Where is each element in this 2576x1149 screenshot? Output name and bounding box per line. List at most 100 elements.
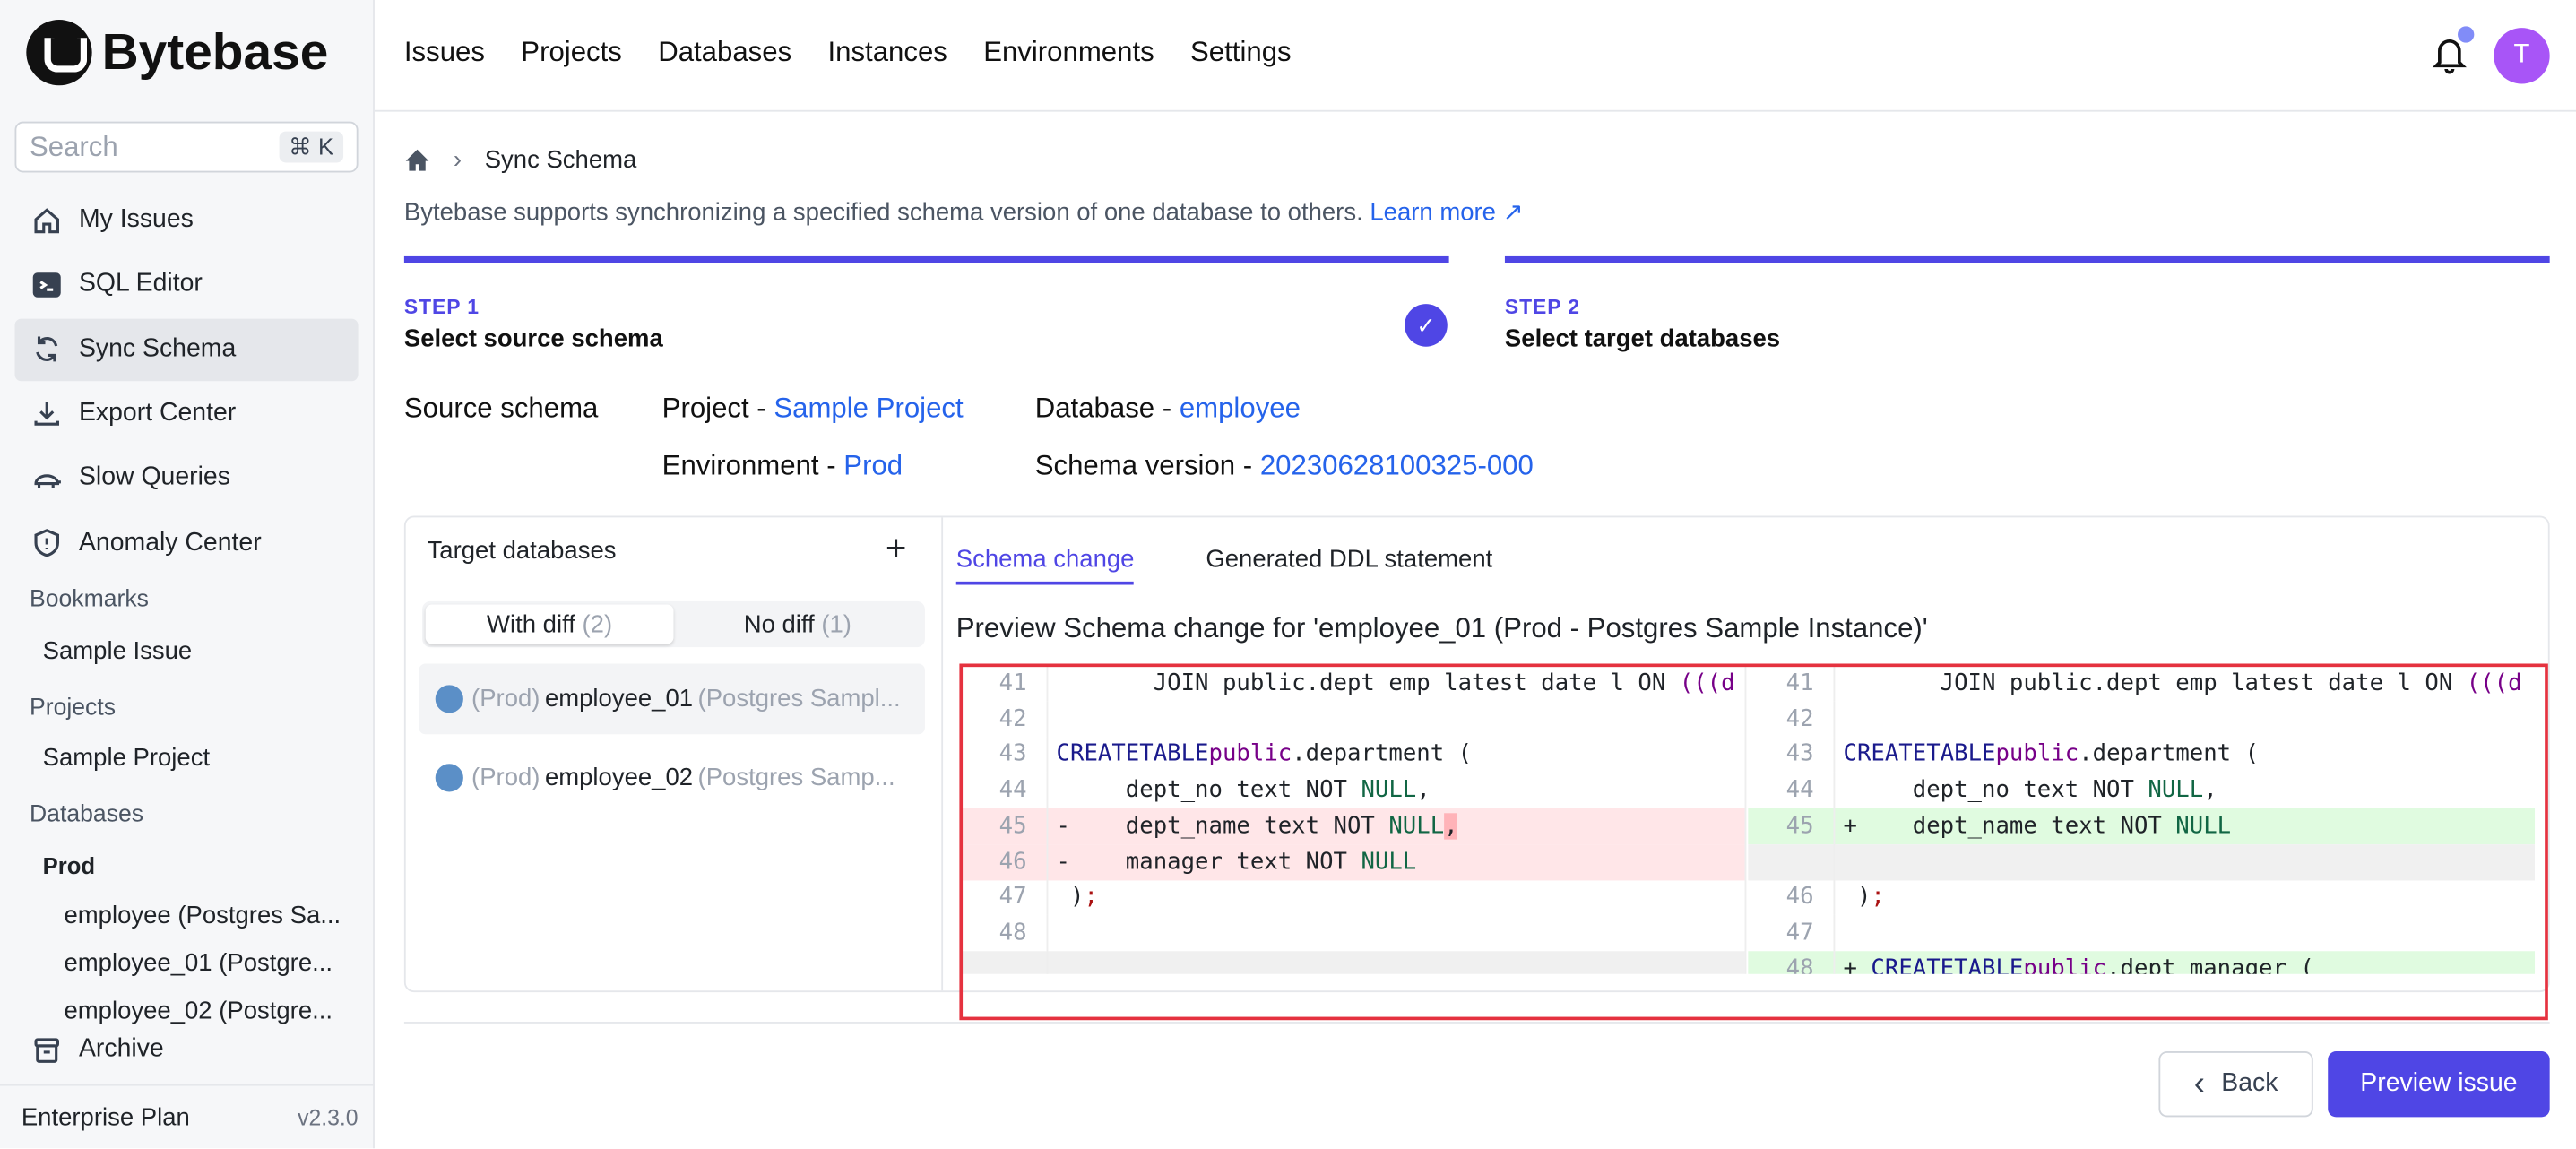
plan-label[interactable]: Enterprise Plan bbox=[21, 1102, 190, 1131]
bookmark-sample-issue[interactable]: Sample Issue bbox=[42, 637, 193, 666]
diff-line: 46 ); bbox=[1748, 879, 2535, 916]
sidebar-item-label: Slow Queries bbox=[78, 463, 230, 492]
databases-heading: Databases bbox=[29, 801, 144, 828]
home-icon bbox=[34, 207, 59, 233]
project-link[interactable]: Sample Project bbox=[774, 393, 964, 424]
tab-schema-change[interactable]: Schema change bbox=[955, 546, 1135, 585]
database-link[interactable]: employee bbox=[1179, 393, 1301, 424]
sidebar-item-sql-editor[interactable]: SQL Editor bbox=[14, 254, 358, 316]
line-number: 43 bbox=[1748, 737, 1836, 773]
code-text: JOIN public.dept_emp_latest_date l ON ((… bbox=[1056, 670, 1735, 696]
code-text: dept_no text NOT NULL, bbox=[1056, 777, 1431, 804]
schema-version-link[interactable]: 20230628100325-000 bbox=[1259, 450, 1534, 482]
line-number: 47 bbox=[1748, 915, 1836, 952]
step-title: Select source schema bbox=[403, 324, 663, 354]
check-icon: ✓ bbox=[1405, 304, 1448, 347]
nav-environments[interactable]: Environments bbox=[983, 36, 1154, 68]
plus-icon[interactable]: + bbox=[885, 527, 907, 569]
with-diff-tab[interactable]: With diff (2) bbox=[425, 604, 674, 644]
diff-line: 41 JOIN public.dept_emp_latest_date l ON… bbox=[961, 665, 1744, 702]
project-sample-project[interactable]: Sample Project bbox=[42, 744, 211, 773]
step1-progress bbox=[403, 255, 1449, 263]
plan-footer: Enterprise Plan v2.3.0 bbox=[0, 1084, 375, 1148]
logo[interactable]: Bytebase bbox=[26, 19, 329, 86]
learn-more-link[interactable]: Learn more ↗ bbox=[1370, 198, 1524, 227]
bell-icon[interactable] bbox=[2432, 34, 2468, 74]
env-prod: Prod bbox=[42, 852, 96, 879]
diff-line: 48 bbox=[961, 915, 1744, 952]
target-db-employee-01[interactable]: (Prod) employee_01 (Postgres Sampl... bbox=[419, 663, 925, 735]
brand-name: Bytebase bbox=[101, 22, 329, 81]
back-button[interactable]: ‹ Back bbox=[2158, 1051, 2313, 1118]
diff-line: 42 bbox=[961, 701, 1744, 738]
code-text: - manager text NOT NULL bbox=[1056, 848, 1417, 876]
sidebar-item-label: Archive bbox=[78, 1034, 164, 1063]
archive-icon bbox=[34, 1037, 59, 1062]
line-number: 45 bbox=[961, 808, 1049, 844]
line-number: 46 bbox=[961, 843, 1049, 880]
sidebar-item-label: Anomaly Center bbox=[78, 528, 262, 557]
version-label: v2.3.0 bbox=[298, 1104, 359, 1130]
nav-issues[interactable]: Issues bbox=[403, 36, 485, 68]
code-text: CREATE TABLE public .department ( bbox=[1056, 741, 1473, 768]
environment-link[interactable]: Prod bbox=[843, 450, 903, 482]
line-number: 43 bbox=[961, 737, 1049, 773]
source-database: Database - employee bbox=[1034, 393, 1301, 424]
search-shortcut: ⌘ K bbox=[279, 131, 344, 163]
target-db-employee-02[interactable]: (Prod) employee_02 (Postgres Samp... bbox=[419, 742, 925, 813]
sidebar-item-slow-queries[interactable]: Slow Queries bbox=[14, 447, 358, 510]
bytebase-logo-icon bbox=[26, 19, 92, 86]
sidebar-db-employee[interactable]: employee (Postgres Sa... bbox=[64, 902, 341, 930]
sidebar-item-export-center[interactable]: Export Center bbox=[14, 383, 358, 445]
divider bbox=[403, 1022, 2550, 1024]
line-number: 45 bbox=[1748, 808, 1836, 844]
sidebar-item-label: Sync Schema bbox=[78, 334, 237, 363]
sidebar-item-sync-schema[interactable]: Sync Schema bbox=[14, 317, 359, 381]
nav-projects[interactable]: Projects bbox=[521, 36, 622, 68]
notification-dot bbox=[2458, 26, 2475, 43]
code-text: JOIN public.dept_emp_latest_date l ON ((… bbox=[1843, 670, 2522, 696]
top-nav: Issues Projects Databases Instances Environm… bbox=[404, 36, 1292, 69]
line-number: 44 bbox=[961, 772, 1049, 808]
diff-line: 43 CREATE TABLE public .department ( bbox=[961, 737, 1744, 773]
nav-instances[interactable]: Instances bbox=[827, 36, 947, 68]
diff-line: 44 dept_no text NOT NULL, bbox=[1748, 772, 2535, 808]
step-title: Select target databases bbox=[1504, 324, 1781, 354]
external-link-icon: ↗ bbox=[1502, 198, 1524, 227]
nav-databases[interactable]: Databases bbox=[658, 36, 792, 68]
line-number bbox=[1748, 843, 1836, 880]
schema-diff-viewer[interactable]: 41 JOIN public.dept_emp_latest_date l ON… bbox=[961, 665, 2536, 974]
tab-generated-ddl[interactable]: Generated DDL statement bbox=[1206, 545, 1493, 574]
diff-line: 42 bbox=[1748, 701, 2535, 738]
postgres-icon bbox=[435, 685, 463, 713]
no-diff-tab[interactable]: No diff (1) bbox=[743, 609, 851, 639]
sidebar: Bytebase Search ⌘ K My Issues SQL Editor Sy… bbox=[0, 0, 375, 1149]
sidebar-db-employee-01[interactable]: employee_01 (Postgre... bbox=[64, 949, 333, 978]
source-environment: Environment - Prod bbox=[661, 450, 903, 482]
diff-line: 43 CREATE TABLE public .department ( bbox=[1748, 737, 2535, 773]
nav-settings[interactable]: Settings bbox=[1190, 36, 1292, 68]
sidebar-item-label: My Issues bbox=[78, 205, 194, 234]
step-1[interactable]: STEP 1 Select source schema bbox=[404, 296, 663, 353]
sidebar-item-my-issues[interactable]: My Issues bbox=[14, 189, 358, 252]
sidebar-item-archive[interactable]: Archive bbox=[14, 1018, 358, 1081]
breadcrumb: › Sync Schema bbox=[404, 146, 636, 174]
sidebar-item-anomaly-center[interactable]: Anomaly Center bbox=[14, 512, 358, 574]
diff-line: 45 - dept_name text NOT NULL, bbox=[961, 808, 1745, 844]
line-number: 42 bbox=[1748, 701, 1836, 738]
step-2[interactable]: STEP 2 Select target databases bbox=[1505, 296, 1780, 353]
sidebar-db-employee-02[interactable]: employee_02 (Postgre... bbox=[64, 997, 333, 1025]
step-number: STEP 1 bbox=[403, 295, 480, 319]
avatar[interactable]: T bbox=[2494, 28, 2550, 84]
projects-heading: Projects bbox=[29, 695, 117, 721]
line-number: 46 bbox=[1748, 879, 1836, 916]
preview-issue-button[interactable]: Preview issue bbox=[2328, 1051, 2550, 1118]
chevron-right-icon: › bbox=[453, 146, 462, 175]
sidebar-item-label: SQL Editor bbox=[78, 270, 203, 298]
diff-line: 45 + dept_name text NOT NULL bbox=[1748, 808, 2536, 844]
line-number: 41 bbox=[961, 665, 1049, 702]
line-number: 48 bbox=[961, 915, 1049, 952]
diff-modified: 41 JOIN public.dept_emp_latest_date l ON… bbox=[1748, 665, 2536, 974]
home-icon[interactable] bbox=[404, 147, 430, 173]
search-input[interactable]: Search ⌘ K bbox=[14, 121, 359, 173]
